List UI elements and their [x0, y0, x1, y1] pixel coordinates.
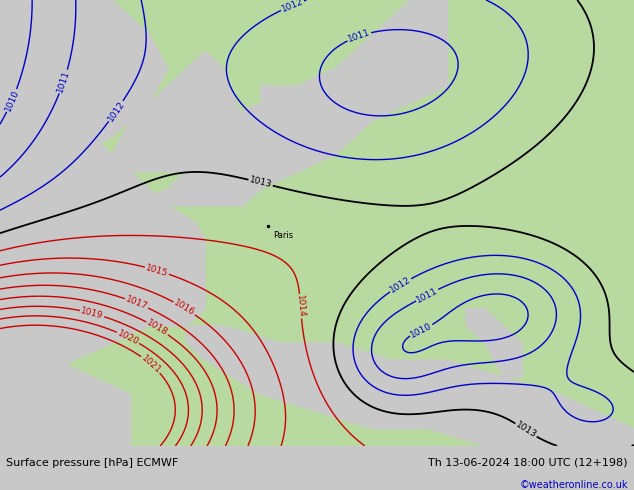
- Text: 1014: 1014: [295, 294, 306, 318]
- Polygon shape: [131, 69, 373, 223]
- Text: 1020: 1020: [116, 328, 140, 346]
- Text: Th 13-06-2024 18:00 UTC (12+198): Th 13-06-2024 18:00 UTC (12+198): [428, 458, 628, 467]
- Text: 1010: 1010: [3, 88, 20, 113]
- Polygon shape: [0, 0, 168, 154]
- Polygon shape: [56, 223, 205, 309]
- Text: 1013: 1013: [249, 175, 273, 190]
- Text: 1012: 1012: [106, 99, 126, 123]
- Text: 1018: 1018: [145, 318, 169, 338]
- Polygon shape: [0, 103, 205, 446]
- Polygon shape: [466, 309, 522, 377]
- Polygon shape: [0, 343, 131, 446]
- Text: 1016: 1016: [172, 298, 197, 318]
- Polygon shape: [112, 51, 242, 172]
- Text: 1015: 1015: [145, 263, 169, 278]
- Text: 1012: 1012: [389, 275, 413, 295]
- Polygon shape: [186, 326, 634, 446]
- Text: 1017: 1017: [124, 294, 149, 312]
- Text: Surface pressure [hPa] ECMWF: Surface pressure [hPa] ECMWF: [6, 458, 179, 467]
- Text: 1011: 1011: [347, 28, 372, 44]
- Text: Paris: Paris: [273, 231, 294, 240]
- Text: 1010: 1010: [409, 321, 434, 340]
- Text: 1013: 1013: [514, 420, 538, 440]
- Polygon shape: [261, 0, 448, 120]
- Text: 1011: 1011: [56, 69, 72, 94]
- Text: 1021: 1021: [139, 353, 162, 375]
- Text: 1011: 1011: [415, 286, 439, 304]
- Text: 1012: 1012: [280, 0, 305, 14]
- Text: 1019: 1019: [80, 306, 105, 320]
- Text: ©weatheronline.co.uk: ©weatheronline.co.uk: [519, 480, 628, 490]
